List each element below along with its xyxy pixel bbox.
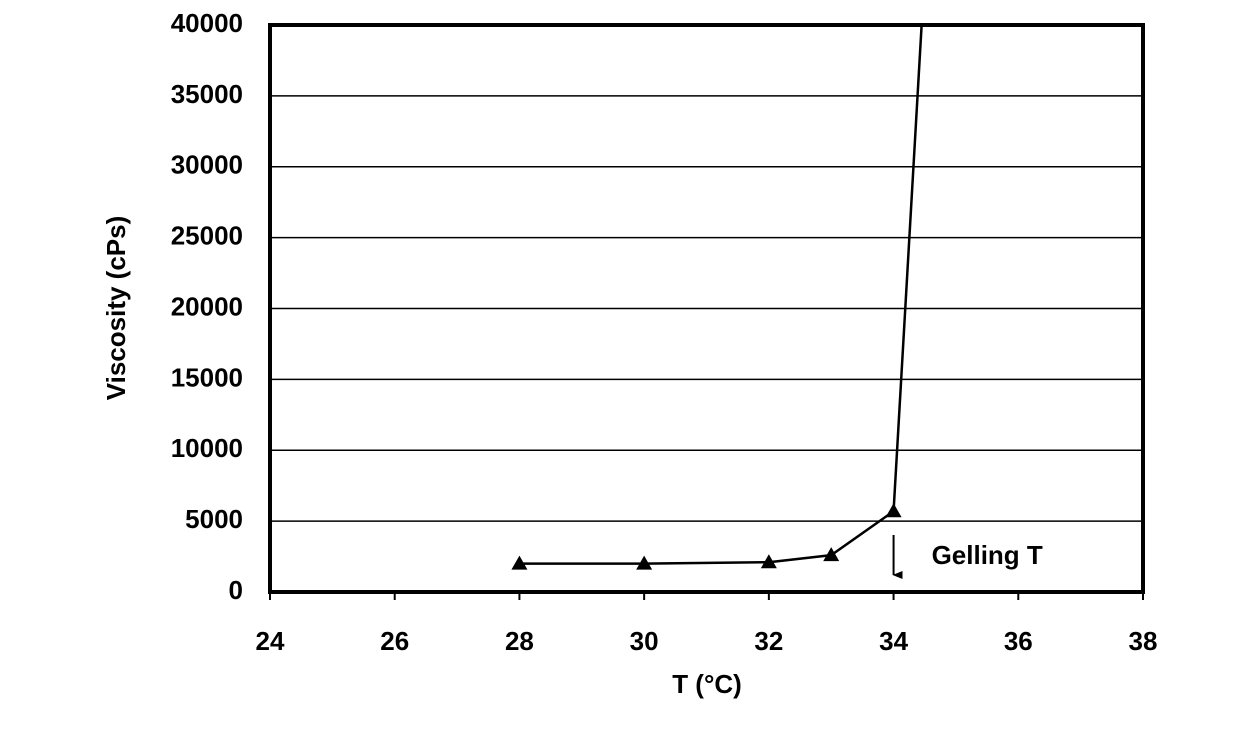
- x-tick-label: 26: [380, 626, 409, 656]
- y-tick-label: 30000: [171, 150, 243, 180]
- y-axis-title: Viscosity (cPs): [101, 216, 131, 401]
- y-tick-label: 0: [229, 575, 243, 605]
- x-axis-title: T (°C): [672, 669, 742, 699]
- y-tick-label: 10000: [171, 433, 243, 463]
- x-tick-label: 38: [1129, 626, 1158, 656]
- y-tick-label: 35000: [171, 79, 243, 109]
- x-tick-label: 24: [256, 626, 285, 656]
- x-tick-label: 30: [630, 626, 659, 656]
- x-tick-label: 34: [879, 626, 908, 656]
- y-tick-label: 40000: [171, 8, 243, 38]
- data-marker: [823, 547, 839, 561]
- x-tick-label: 36: [1004, 626, 1033, 656]
- annotation: Gelling T: [932, 540, 1043, 570]
- y-tick-label: 15000: [171, 362, 243, 392]
- y-tick-label: 5000: [185, 504, 243, 534]
- x-tick-label: 28: [505, 626, 534, 656]
- data-line: [519, 25, 921, 564]
- chart: Viscosity (cPs) T (°C) 0 5000 10000 15000 20…: [0, 0, 1258, 747]
- y-tick-label: 20000: [171, 291, 243, 321]
- y-tick-label: 25000: [171, 221, 243, 251]
- data-marker: [886, 503, 902, 517]
- x-tick-label: 32: [754, 626, 783, 656]
